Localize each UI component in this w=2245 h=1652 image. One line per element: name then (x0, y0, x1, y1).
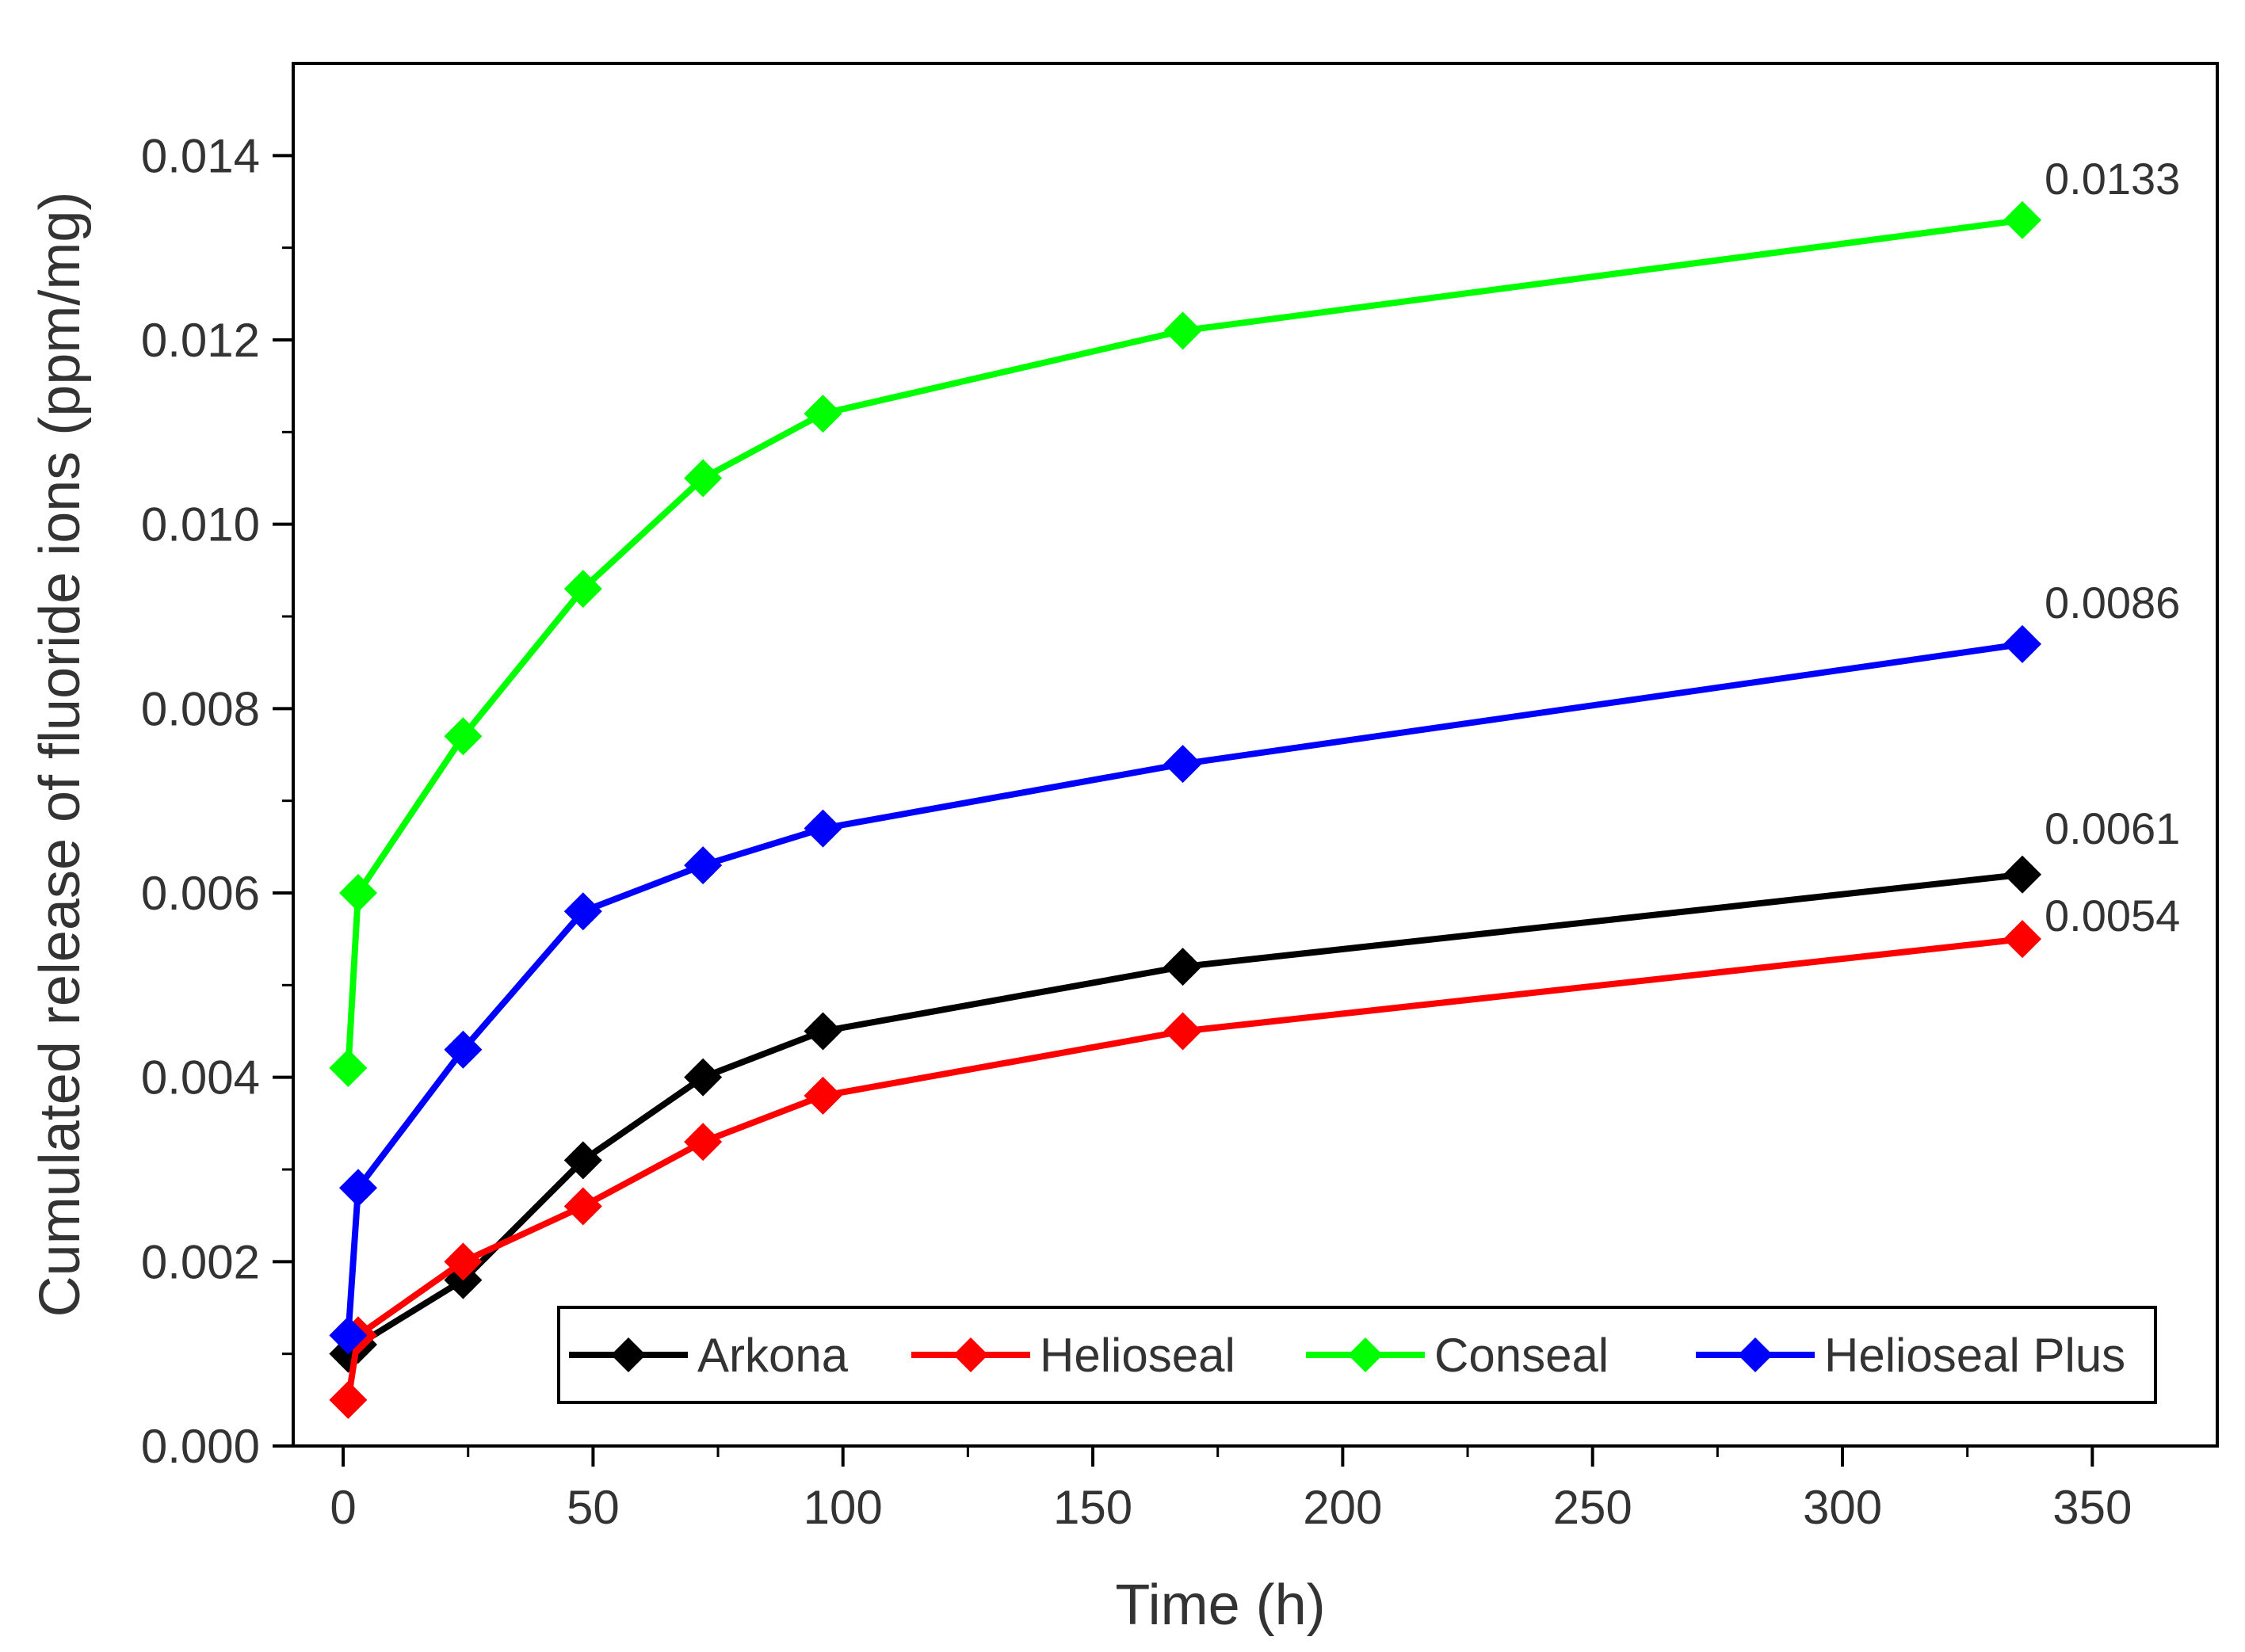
data-point-marker-helioseal (329, 1380, 368, 1419)
data-point-marker-helioseal (2003, 920, 2042, 959)
data-point-marker-conseal (1163, 311, 1202, 350)
y-tick-label: 0.014 (141, 129, 260, 182)
data-label: 0.0054 (2045, 891, 2180, 940)
data-point-marker-helioseal-plus (329, 1316, 368, 1355)
x-tick-label: 100 (804, 1481, 883, 1534)
series-helioseal (329, 920, 2042, 1419)
legend-item-helioseal-plus: Helioseal Plus (1696, 1329, 2125, 1382)
x-axis-title: Time (h) (1115, 1574, 1325, 1637)
legend-label: Helioseal Plus (1824, 1329, 2125, 1382)
data-point-marker-helioseal-plus (444, 1030, 483, 1069)
data-point-marker-arkona (804, 1012, 842, 1051)
legend-swatch-marker (1738, 1337, 1773, 1372)
series-line-conseal (345, 216, 2023, 1069)
data-point-marker-helioseal (684, 1123, 723, 1162)
data-point-marker-helioseal-plus (1163, 745, 1202, 784)
series-layer (329, 200, 2042, 1419)
y-tick-label: 0.008 (141, 682, 260, 735)
data-point-marker-conseal (563, 570, 602, 609)
data-point-marker-helioseal-plus (338, 1169, 377, 1208)
series-conseal (329, 200, 2042, 1088)
data-label: 0.0133 (2045, 154, 2180, 204)
x-tick-label: 0 (330, 1481, 356, 1534)
legend-swatch-marker (1348, 1337, 1383, 1372)
legend-item-arkona: Arkona (569, 1329, 849, 1382)
x-tick-label: 150 (1053, 1481, 1132, 1534)
series-line-arkona (346, 871, 2023, 1356)
y-axis-ticks: 0.000 0.002 0.004 0.006 0.008 0.010 0.012 0.014 (141, 129, 293, 1473)
data-point-marker-helioseal-plus (804, 809, 842, 848)
series-line-helioseal (345, 936, 2023, 1401)
legend-item-conseal: Conseal (1306, 1329, 1609, 1382)
legend-swatch-marker (953, 1337, 988, 1372)
data-point-marker-helioseal-plus (563, 892, 602, 931)
y-tick-label: 0.004 (141, 1051, 260, 1105)
legend: Arkona Helioseal Conseal Helioseal Plus (557, 1306, 2157, 1404)
data-point-marker-arkona (2003, 855, 2042, 894)
y-tick-label: 0.012 (141, 314, 260, 367)
data-point-marker-conseal (2003, 200, 2042, 239)
x-tick-label: 50 (567, 1481, 620, 1534)
legend-item-helioseal: Helioseal (911, 1329, 1235, 1382)
legend-label: Conseal (1434, 1329, 1609, 1382)
data-point-marker-conseal (444, 717, 483, 756)
data-point-marker-conseal (329, 1049, 368, 1088)
data-point-marker-helioseal (563, 1187, 602, 1226)
x-tick-label: 250 (1553, 1481, 1632, 1534)
data-point-marker-arkona (684, 1058, 723, 1097)
legend-swatch-marker (611, 1337, 646, 1372)
data-point-marker-arkona (1163, 948, 1202, 986)
data-point-marker-helioseal (804, 1076, 842, 1115)
y-axis-title: Cumulated release of fluoride ions (ppm/… (29, 192, 92, 1318)
data-point-marker-conseal (684, 459, 723, 498)
x-tick-label: 350 (2052, 1481, 2132, 1534)
data-point-marker-arkona (563, 1141, 602, 1180)
x-tick-label: 300 (1803, 1481, 1882, 1534)
y-tick-label: 0.006 (141, 867, 260, 920)
data-label: 0.0086 (2045, 578, 2180, 628)
x-axis-ticks: 0 50 100 150 200 250 300 350 (330, 1446, 2132, 1534)
annotation-layer: 0.0133 0.0086 0.0061 0.0054 (2045, 154, 2180, 940)
legend-label: Helioseal (1040, 1329, 1235, 1382)
data-point-marker-helioseal-plus (2003, 624, 2042, 663)
data-point-marker-helioseal (1163, 1012, 1202, 1051)
y-tick-label: 0.002 (141, 1235, 260, 1288)
data-label: 0.0061 (2045, 803, 2180, 853)
series-line-helioseal-plus (345, 640, 2023, 1336)
x-tick-label: 200 (1303, 1481, 1382, 1534)
series-helioseal-plus (329, 624, 2042, 1355)
legend-label: Arkona (697, 1329, 849, 1382)
data-point-marker-helioseal-plus (684, 846, 723, 885)
data-point-marker-helioseal (444, 1242, 483, 1281)
data-point-marker-conseal (338, 874, 377, 912)
plot-frame (292, 62, 2219, 1448)
y-tick-label: 0.000 (141, 1420, 260, 1473)
y-tick-label: 0.010 (141, 498, 260, 551)
data-point-marker-conseal (804, 395, 842, 433)
